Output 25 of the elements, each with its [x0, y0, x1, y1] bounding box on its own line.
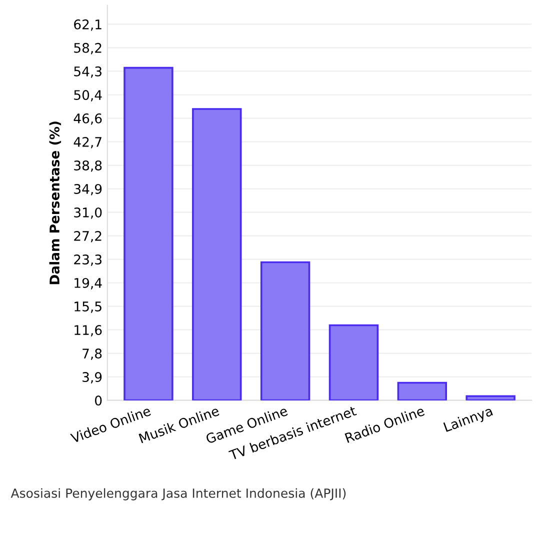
y-tick-label: 62,1: [74, 19, 102, 31]
bar: [192, 108, 242, 400]
y-tick-label: 23,3: [74, 254, 102, 266]
y-tick-label: 0: [95, 396, 102, 406]
y-tick-label: 42,7: [74, 136, 102, 148]
y-tick-label: 15,5: [74, 302, 102, 313]
bar: [124, 66, 174, 400]
y-tick-label: 50,4: [74, 90, 102, 102]
y-tick-label: 27,2: [74, 230, 102, 242]
y-tick-label: 54,3: [74, 66, 102, 78]
text: Asosiasi Penyelenggara Jasa Internet Indonesia (APJII): [10, 488, 346, 500]
y-tick-label: 7,8: [82, 348, 102, 360]
y-tick-label: 3,9: [82, 372, 102, 384]
y-tick-label: 11,6: [74, 325, 102, 336]
y-axis-title: Dalam Persentase (%): [49, 122, 62, 284]
y-tick-label: 58,2: [74, 42, 102, 54]
y-tick-label: 19,4: [74, 278, 102, 290]
y-tick-label: 46,6: [74, 113, 102, 125]
bar: [397, 382, 448, 400]
y-tick-label: 31,0: [74, 207, 102, 219]
bar: [328, 324, 379, 400]
y-tick-label: 34,9: [74, 184, 102, 196]
bar: [260, 261, 310, 400]
y-tick-label: 38,8: [74, 160, 102, 172]
bar: [466, 395, 516, 400]
